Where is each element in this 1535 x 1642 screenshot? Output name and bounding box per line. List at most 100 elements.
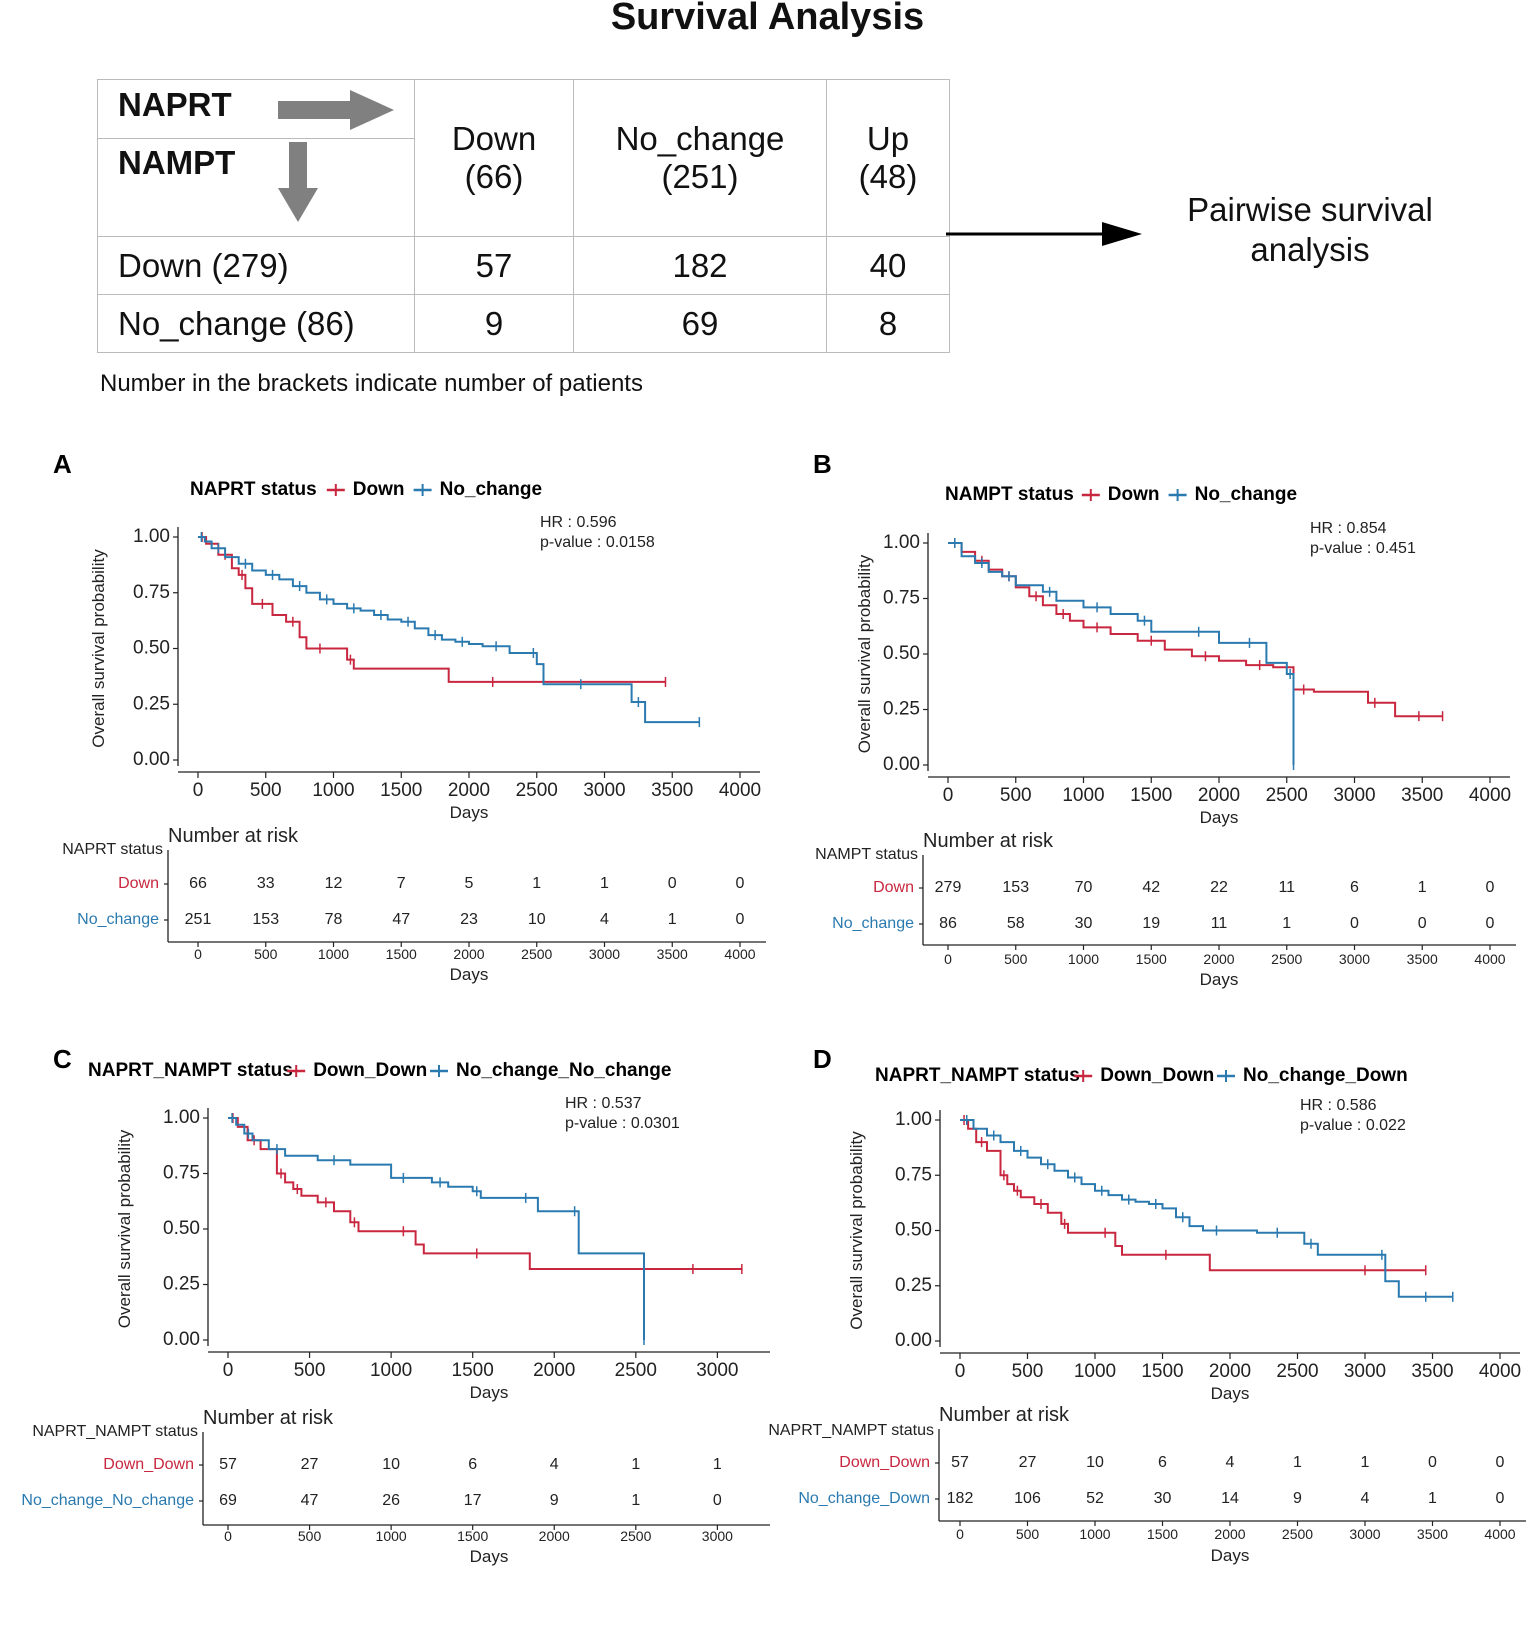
x-tick-label: 1000	[370, 1360, 412, 1381]
risk-count: 6	[1158, 1454, 1167, 1471]
risk-count: 1	[631, 1492, 640, 1509]
hazard-ratio: HR : 0.537	[565, 1095, 642, 1112]
risk-x-tick-label: 1500	[457, 1528, 488, 1544]
right-arrow-icon	[278, 90, 394, 130]
km-panel-a: A NAPRT status Down No_change 0.00 0.25 0.50 0.…	[53, 449, 766, 984]
y-tick-label: 0.50	[883, 643, 920, 664]
table-corner: NAPRT NAMPT	[97, 79, 415, 237]
risk-count: 9	[550, 1492, 559, 1509]
risk-count: 1	[600, 875, 609, 892]
row-label-no-change: No_change (86)	[97, 294, 415, 353]
y-tick-label: 1.00	[133, 526, 170, 547]
risk-x-tick-label: 1000	[1068, 951, 1099, 967]
risk-x-tick-label: 3500	[1417, 1526, 1448, 1542]
pairwise-label: Pairwise survival analysis	[1160, 190, 1460, 270]
survival-curve-no-change-no-change	[228, 1117, 645, 1340]
x-tick-label: 1000	[312, 780, 354, 801]
risk-count: 57	[219, 1456, 237, 1473]
risk-count: 58	[1007, 915, 1025, 932]
survival-curve-no-change-down	[960, 1119, 1453, 1298]
y-axis-title: Overall survival probability	[115, 1129, 134, 1328]
risk-count: 22	[1210, 879, 1228, 896]
y-tick-label: 0.75	[133, 582, 170, 603]
legend-entry: No_change	[440, 479, 542, 500]
risk-count: 57	[951, 1454, 969, 1471]
risk-count: 42	[1142, 879, 1160, 896]
risk-x-tick-label: 2500	[1271, 951, 1302, 967]
risk-count: 1	[1361, 1454, 1370, 1471]
risk-count: 1	[631, 1456, 640, 1473]
x-axis-title: Days	[1211, 1384, 1250, 1403]
x-axis-title: Days	[470, 1383, 509, 1402]
panel-label: D	[813, 1044, 832, 1074]
risk-row-label: No_change	[832, 915, 914, 932]
table-footnote: Number in the brackets indicate number o…	[100, 370, 643, 397]
table-cell: 182	[573, 236, 827, 295]
km-panel-c: C NAPRT_NAMPT status Down_Down No_change_No…	[21, 1044, 770, 1566]
risk-x-tick-label: 2000	[1203, 951, 1234, 967]
risk-count: 4	[1226, 1454, 1235, 1471]
y-tick-label: 0.75	[883, 588, 920, 609]
y-tick-label: 0.50	[895, 1220, 932, 1241]
p-value: p-value : 0.451	[1310, 540, 1416, 557]
x-tick-label: 0	[193, 780, 204, 801]
x-tick-label: 500	[1000, 785, 1032, 806]
risk-x-tick-label: 2000	[453, 946, 484, 962]
x-tick-label: 500	[250, 780, 282, 801]
x-tick-label: 1500	[1141, 1361, 1183, 1382]
corner-top-label: NAPRT	[118, 86, 232, 123]
risk-count: 9	[1293, 1490, 1302, 1507]
legend-title: NAMPT status	[945, 484, 1074, 505]
risk-x-tick-label: 0	[944, 951, 952, 967]
risk-x-tick-label: 1000	[376, 1528, 407, 1544]
x-tick-label: 3500	[1401, 785, 1443, 806]
risk-x-tick-label: 3500	[1407, 951, 1438, 967]
risk-count: 19	[1142, 915, 1160, 932]
risk-x-tick-label: 4000	[1484, 1526, 1515, 1542]
panel-label: A	[53, 449, 72, 479]
risk-count: 47	[301, 1492, 319, 1509]
x-tick-label: 4000	[1479, 1361, 1521, 1382]
x-tick-label: 2500	[1276, 1361, 1318, 1382]
risk-x-tick-label: 4000	[724, 946, 755, 962]
risk-row-label: Down	[118, 875, 159, 892]
survival-curve-no-change	[198, 536, 700, 724]
x-tick-label: 2500	[1266, 785, 1308, 806]
x-tick-label: 1000	[1074, 1361, 1116, 1382]
risk-count: 153	[1002, 879, 1029, 896]
x-tick-label: 1500	[1130, 785, 1172, 806]
x-tick-label: 500	[294, 1360, 326, 1381]
risk-table-header: NAPRT status	[62, 841, 163, 858]
risk-count: 10	[1086, 1454, 1104, 1471]
survival-curve-down	[198, 536, 666, 683]
risk-row-label: Down	[873, 879, 914, 896]
x-tick-label: 0	[223, 1360, 234, 1381]
risk-count: 0	[1496, 1490, 1505, 1507]
risk-count: 70	[1075, 879, 1093, 896]
risk-count: 27	[301, 1456, 319, 1473]
risk-table-title: Number at risk	[168, 825, 299, 847]
risk-table-title: Number at risk	[923, 830, 1054, 852]
col-header-line1: Down	[451, 120, 537, 157]
risk-count: 0	[1418, 915, 1427, 932]
x-tick-label: 3000	[1333, 785, 1375, 806]
risk-count: 106	[1014, 1490, 1041, 1507]
risk-count: 0	[736, 875, 745, 892]
legend-entry: Down_Down	[313, 1060, 427, 1081]
risk-count: 0	[713, 1492, 722, 1509]
y-tick-label: 0.00	[163, 1329, 200, 1350]
x-tick-label: 2000	[533, 1360, 575, 1381]
x-tick-label: 2500	[615, 1360, 657, 1381]
risk-count: 1	[532, 875, 541, 892]
risk-count: 1	[1293, 1454, 1302, 1471]
risk-count: 30	[1154, 1490, 1172, 1507]
risk-count: 0	[1496, 1454, 1505, 1471]
risk-table-title: Number at risk	[939, 1404, 1070, 1426]
risk-count: 33	[257, 875, 275, 892]
y-tick-label: 1.00	[163, 1107, 200, 1128]
km-panel-b: B NAMPT status Down No_change 0.00 0.25 0.50 0.…	[813, 449, 1516, 989]
x-axis-title: Days	[450, 803, 489, 822]
risk-count: 30	[1075, 915, 1093, 932]
x-tick-label: 500	[1012, 1361, 1044, 1382]
page-title: Survival Analysis	[610, 0, 925, 38]
